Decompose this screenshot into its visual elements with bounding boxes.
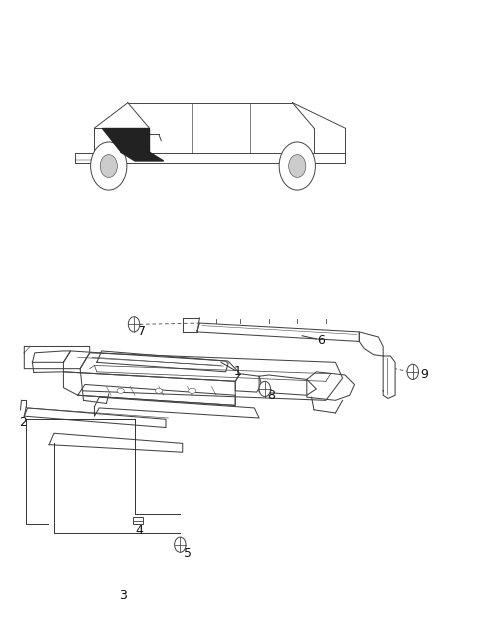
Circle shape	[91, 142, 127, 190]
Ellipse shape	[117, 389, 124, 393]
Circle shape	[259, 382, 271, 396]
Circle shape	[263, 386, 270, 396]
Bar	[132, 518, 143, 524]
Circle shape	[175, 537, 186, 552]
Text: 3: 3	[119, 589, 127, 602]
Text: 9: 9	[420, 368, 428, 382]
Text: 6: 6	[317, 334, 325, 347]
Ellipse shape	[156, 389, 162, 393]
Circle shape	[128, 317, 140, 332]
Circle shape	[279, 142, 315, 190]
Circle shape	[100, 155, 117, 177]
Text: 4: 4	[136, 523, 144, 537]
Polygon shape	[102, 128, 149, 152]
Text: 1: 1	[234, 365, 241, 378]
Text: 7: 7	[138, 326, 146, 338]
Circle shape	[407, 364, 419, 380]
Text: 8: 8	[267, 389, 275, 402]
Text: 5: 5	[183, 547, 192, 560]
Circle shape	[288, 155, 306, 177]
Text: 2: 2	[19, 416, 27, 429]
Polygon shape	[120, 152, 164, 161]
Ellipse shape	[189, 389, 196, 393]
